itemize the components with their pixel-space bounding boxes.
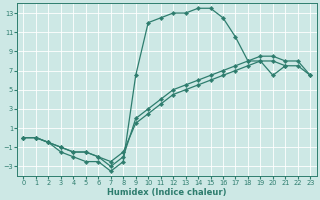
X-axis label: Humidex (Indice chaleur): Humidex (Indice chaleur) <box>107 188 227 197</box>
